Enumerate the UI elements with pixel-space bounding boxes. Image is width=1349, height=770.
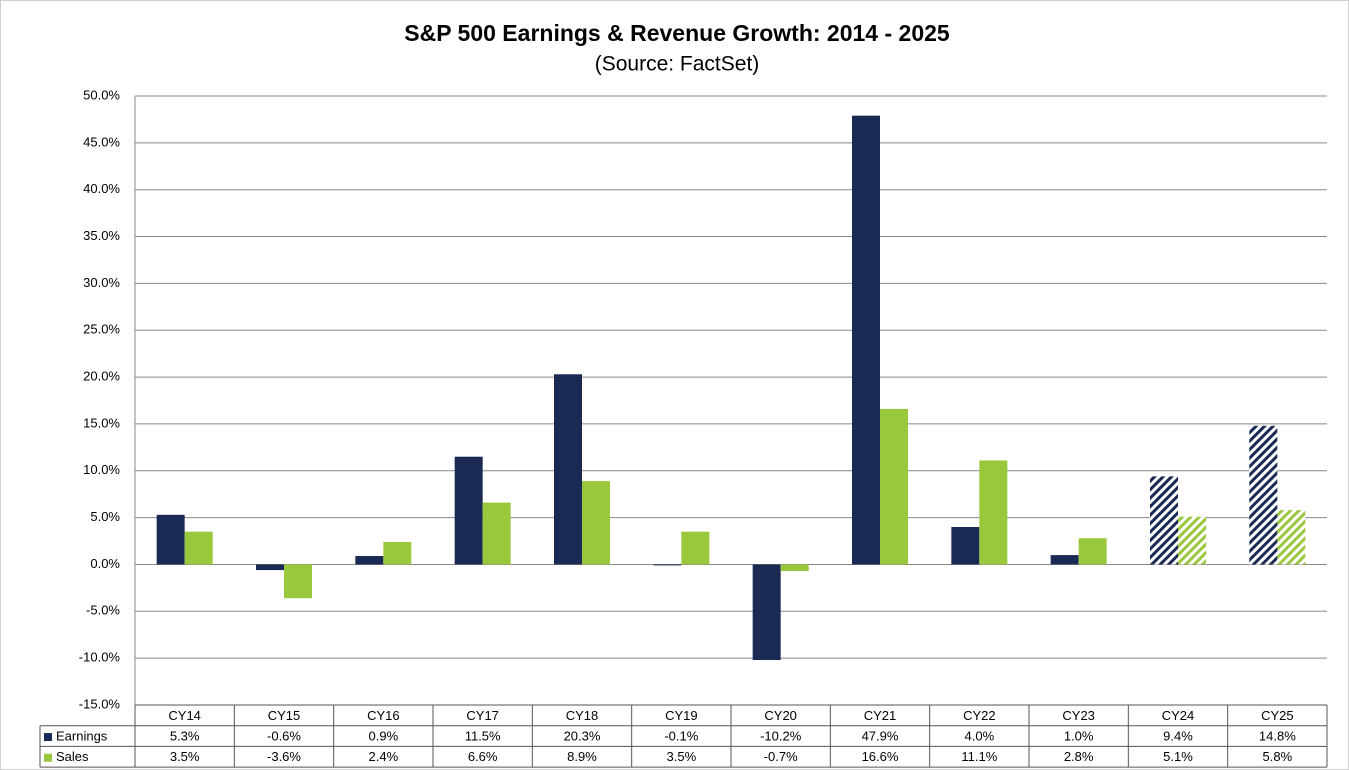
data-label: 6.6% <box>468 749 498 764</box>
bar <box>482 502 511 565</box>
bar <box>1150 476 1178 565</box>
x-tick-label: CY21 <box>864 708 897 723</box>
legend-label: Sales <box>56 749 89 764</box>
bar <box>1277 510 1306 565</box>
x-tick-label: CY15 <box>268 708 301 723</box>
bar <box>653 564 682 566</box>
bar <box>1078 538 1107 565</box>
data-label: 9.4% <box>1163 728 1193 743</box>
x-tick-label: CY25 <box>1261 708 1294 723</box>
data-label: -3.6% <box>267 749 301 764</box>
data-label: -0.7% <box>764 749 798 764</box>
x-tick-label: CY22 <box>963 708 996 723</box>
bar <box>1050 555 1079 565</box>
bar <box>383 541 412 565</box>
x-tick-label: CY19 <box>665 708 698 723</box>
x-tick-label: CY17 <box>466 708 499 723</box>
x-tick-label: CY24 <box>1162 708 1195 723</box>
bar <box>681 531 710 565</box>
bar <box>184 531 213 565</box>
bar <box>979 460 1008 565</box>
bar <box>284 564 312 599</box>
y-tick-label: 50.0% <box>83 87 120 102</box>
bar <box>554 374 582 565</box>
y-tick-label: 5.0% <box>90 509 120 524</box>
data-label: 3.5% <box>667 749 697 764</box>
bar <box>752 564 781 661</box>
data-label: -0.6% <box>267 728 301 743</box>
data-label: 14.8% <box>1259 728 1296 743</box>
data-label: -0.1% <box>664 728 698 743</box>
bar <box>1249 425 1278 565</box>
data-label: 3.5% <box>170 749 200 764</box>
data-label: 2.8% <box>1064 749 1094 764</box>
bar <box>582 481 610 565</box>
y-tick-label: 40.0% <box>83 181 120 196</box>
y-tick-label: 15.0% <box>83 415 120 430</box>
bar <box>256 564 284 571</box>
y-tick-label: 35.0% <box>83 228 120 243</box>
legend-swatch <box>44 753 52 762</box>
y-tick-label: 20.0% <box>83 369 120 384</box>
y-tick-label: -15.0% <box>79 696 121 711</box>
data-label: 11.1% <box>961 749 997 764</box>
data-label: 5.1% <box>1163 749 1193 764</box>
x-tick-label: CY20 <box>764 708 797 723</box>
y-tick-label: 45.0% <box>83 134 120 149</box>
data-label: 5.8% <box>1263 749 1293 764</box>
y-tick-label: 0.0% <box>90 556 120 571</box>
y-tick-label: -5.0% <box>86 603 120 618</box>
legend-swatch <box>44 733 52 742</box>
y-tick-label: -10.0% <box>79 650 121 665</box>
bar <box>951 526 980 565</box>
x-tick-label: CY18 <box>566 708 599 723</box>
data-label: 16.6% <box>862 749 899 764</box>
data-label: 2.4% <box>369 749 399 764</box>
bar <box>454 456 483 565</box>
bar <box>355 556 384 565</box>
y-tick-label: 30.0% <box>83 275 120 290</box>
bar <box>852 115 880 565</box>
data-label: 0.9% <box>369 728 399 743</box>
x-tick-label: CY16 <box>367 708 400 723</box>
data-label: 8.9% <box>567 749 597 764</box>
y-tick-label: 25.0% <box>83 322 120 337</box>
chart-title: S&P 500 Earnings & Revenue Growth: 2014 … <box>404 20 950 46</box>
data-label: 4.0% <box>965 728 995 743</box>
x-tick-label: CY23 <box>1062 708 1095 723</box>
data-label: -10.2% <box>760 728 802 743</box>
data-label: 47.9% <box>862 728 899 743</box>
bar <box>880 408 908 565</box>
bar <box>156 514 185 565</box>
data-label: 20.3% <box>564 728 601 743</box>
data-label: 11.5% <box>465 728 501 743</box>
legend-label: Earnings <box>56 728 108 743</box>
bar <box>780 564 809 572</box>
y-tick-label: 10.0% <box>83 462 120 477</box>
bar <box>1178 516 1206 565</box>
x-tick-label: CY14 <box>168 708 201 723</box>
data-label: 5.3% <box>170 728 200 743</box>
data-label: 1.0% <box>1064 728 1094 743</box>
chart-subtitle: (Source: FactSet) <box>595 53 760 76</box>
